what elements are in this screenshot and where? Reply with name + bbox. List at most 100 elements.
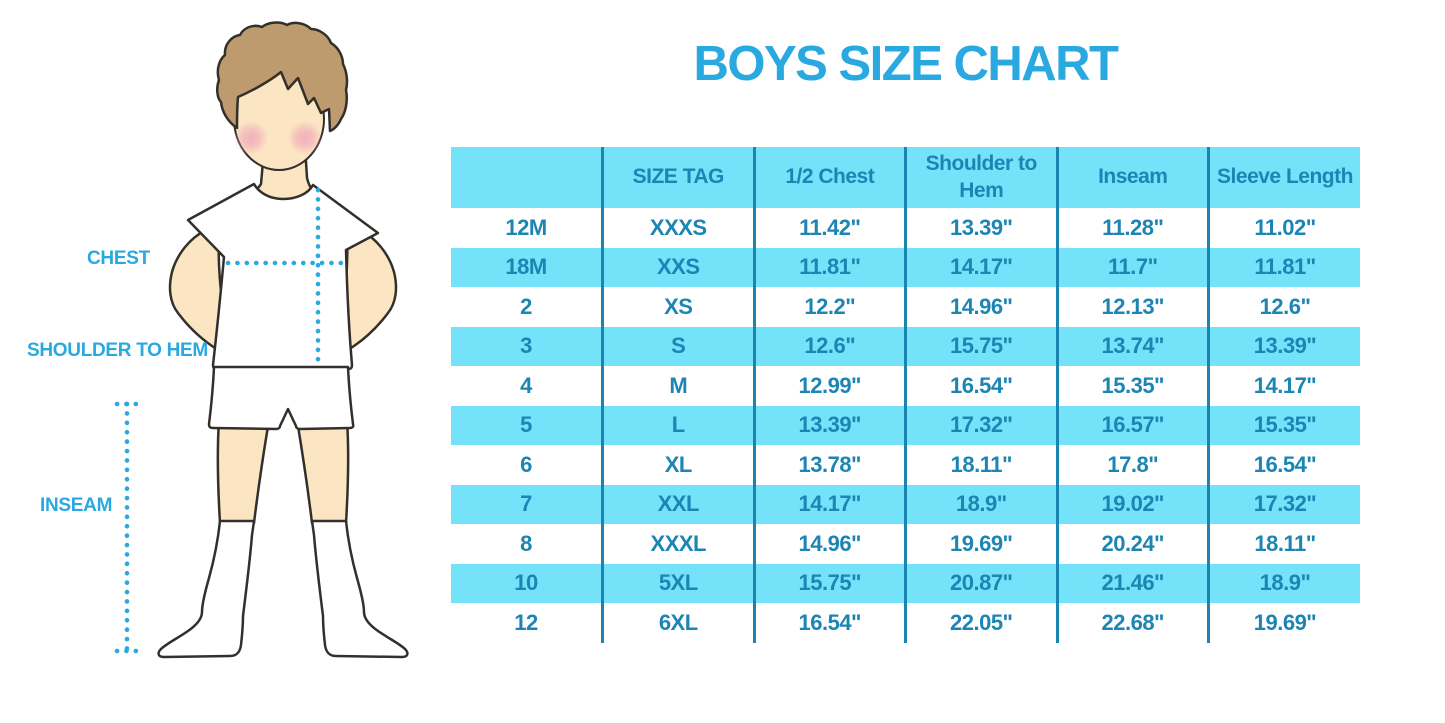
measurement-cell: 17.32" xyxy=(1207,484,1360,524)
measurement-cell: 14.17" xyxy=(1207,366,1360,406)
size-table-body: 12M XXXS 11.42" 13.39" 11.28" 11.02" 18M XXS 11.… xyxy=(451,208,1360,643)
page-title: BOYS SIZE CHART xyxy=(693,37,1119,91)
boy-right-sock xyxy=(310,519,409,659)
column-header: Inseam xyxy=(1055,147,1209,208)
size-row: 2 XS 12.2" 14.96" 12.13" 12.6" xyxy=(451,287,1360,327)
measurement-cell: 16.54" xyxy=(1207,445,1360,485)
measurement-cell: 5XL xyxy=(601,563,754,603)
measurement-cell: 14.96" xyxy=(904,287,1057,327)
measurement-cell: 18.9" xyxy=(1207,563,1360,603)
measurement-cell: 15.35" xyxy=(1207,405,1360,445)
boy-illustration xyxy=(114,21,409,659)
measurement-cell: XXS xyxy=(601,247,754,287)
measurement-cell: 11.42" xyxy=(752,208,906,248)
column-header: 1/2 Chest xyxy=(752,147,906,208)
boy-right-cheek xyxy=(288,121,322,155)
size-row: 3 S 12.6" 15.75" 13.74" 13.39" xyxy=(451,326,1360,366)
measurement-cell: 13.74" xyxy=(1055,326,1209,366)
measurement-cell: XXXS xyxy=(601,208,754,248)
measurement-cell: 15.75" xyxy=(904,326,1057,366)
size-cell: 2 xyxy=(451,287,603,327)
measurement-cell: 19.69" xyxy=(904,524,1057,564)
measurement-cell: 11.02" xyxy=(1207,208,1360,248)
column-header: Shoulder to Hem xyxy=(904,147,1057,208)
size-row: 12 6XL 16.54" 22.05" 22.68" 19.69" xyxy=(451,603,1360,643)
measurement-cell: 18.11" xyxy=(1207,524,1360,564)
measurement-cell: L xyxy=(601,405,754,445)
measurement-cell: 16.57" xyxy=(1055,405,1209,445)
measurement-cell: 11.81" xyxy=(1207,247,1360,287)
measurement-cell: XXL xyxy=(601,484,754,524)
measurement-cell: 12.2" xyxy=(752,287,906,327)
size-cell: 12M xyxy=(451,208,603,248)
measurement-cell: 14.17" xyxy=(904,247,1057,287)
boy-right-leg xyxy=(295,418,350,525)
boy-left-leg xyxy=(216,418,271,525)
size-cell: 18M xyxy=(451,247,603,287)
size-cell: 6 xyxy=(451,445,603,485)
measurement-cell: 21.46" xyxy=(1055,563,1209,603)
measurement-cell: 22.05" xyxy=(904,603,1057,643)
measurement-cell: S xyxy=(601,326,754,366)
size-row: 10 5XL 15.75" 20.87" 21.46" 18.9" xyxy=(451,563,1360,603)
measurement-cell: 15.35" xyxy=(1055,366,1209,406)
measurement-cell: XXXL xyxy=(601,524,754,564)
measurement-cell: XL xyxy=(601,445,754,485)
boy-shorts xyxy=(207,365,355,431)
size-cell: 5 xyxy=(451,405,603,445)
measurement-cell: 13.78" xyxy=(752,445,906,485)
chest-label: CHEST xyxy=(87,248,150,269)
measurement-cell: 16.54" xyxy=(904,366,1057,406)
boy-left-sock xyxy=(157,519,256,659)
size-row: 18M XXS 11.81" 14.17" 11.7" 11.81" xyxy=(451,247,1360,287)
size-cell: 7 xyxy=(451,484,603,524)
measurement-cell: 17.32" xyxy=(904,405,1057,445)
size-table-header: SIZE TAG 1/2 Chest Shoulder to Hem Inseam Sl… xyxy=(451,147,1360,208)
measurement-cell: 11.7" xyxy=(1055,247,1209,287)
header-row: SIZE TAG 1/2 Chest Shoulder to Hem Inseam Sl… xyxy=(451,147,1360,208)
size-table: SIZE TAG 1/2 Chest Shoulder to Hem Inseam Sl… xyxy=(451,147,1360,643)
measurement-cell: 13.39" xyxy=(1207,326,1360,366)
size-row: 5 L 13.39" 17.32" 16.57" 15.35" xyxy=(451,405,1360,445)
measurement-cell: 17.8" xyxy=(1055,445,1209,485)
size-cell: 10 xyxy=(451,563,603,603)
boy-measurement-figure: CHEST SHOULDER TO HEM INSEAM xyxy=(0,0,460,723)
measurement-cell: 12.6" xyxy=(1207,287,1360,327)
column-header xyxy=(451,147,603,208)
size-row: 12M XXXS 11.42" 13.39" 11.28" 11.02" xyxy=(451,208,1360,248)
size-cell: 4 xyxy=(451,366,603,406)
measurement-cell: 6XL xyxy=(601,603,754,643)
size-row: 4 M 12.99" 16.54" 15.35" 14.17" xyxy=(451,366,1360,406)
measurement-cell: 14.96" xyxy=(752,524,906,564)
size-cell: 8 xyxy=(451,524,603,564)
boy-left-cheek xyxy=(234,121,268,155)
measurement-cell: 11.28" xyxy=(1055,208,1209,248)
boy-shirt xyxy=(186,182,380,371)
size-cell: 12 xyxy=(451,603,603,643)
measurement-cell: 12.99" xyxy=(752,366,906,406)
measurement-cell: 16.54" xyxy=(752,603,906,643)
measurement-cell: 20.87" xyxy=(904,563,1057,603)
measurement-cell: 11.81" xyxy=(752,247,906,287)
size-row: 7 XXL 14.17" 18.9" 19.02" 17.32" xyxy=(451,484,1360,524)
measurement-cell: 15.75" xyxy=(752,563,906,603)
column-header: SIZE TAG xyxy=(601,147,754,208)
measurement-cell: 12.13" xyxy=(1055,287,1209,327)
measurement-cell: 14.17" xyxy=(752,484,906,524)
measurement-cell: M xyxy=(601,366,754,406)
measurement-cell: XS xyxy=(601,287,754,327)
measurement-cell: 12.6" xyxy=(752,326,906,366)
measurement-cell: 22.68" xyxy=(1055,603,1209,643)
measurement-cell: 19.69" xyxy=(1207,603,1360,643)
measurement-cell: 13.39" xyxy=(904,208,1057,248)
size-row: 6 XL 13.78" 18.11" 17.8" 16.54" xyxy=(451,445,1360,485)
measurement-cell: 18.11" xyxy=(904,445,1057,485)
measurement-cell: 20.24" xyxy=(1055,524,1209,564)
shoulder-to-hem-label: SHOULDER TO HEM xyxy=(27,340,208,361)
size-row: 8 XXXL 14.96" 19.69" 20.24" 18.11" xyxy=(451,524,1360,564)
size-cell: 3 xyxy=(451,326,603,366)
column-header: Sleeve Length xyxy=(1207,147,1360,208)
boy-hair xyxy=(216,21,349,133)
measurement-cell: 18.9" xyxy=(904,484,1057,524)
